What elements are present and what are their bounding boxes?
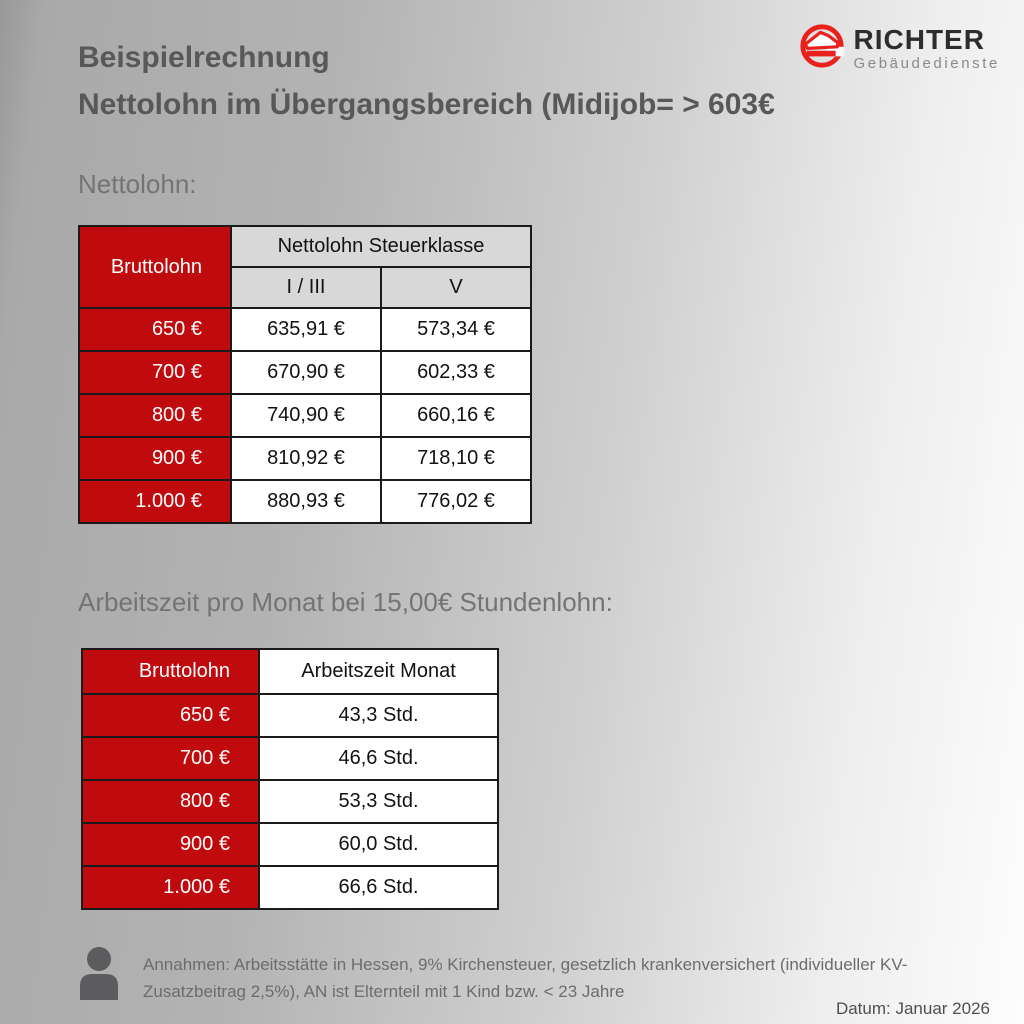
section-label-arbeitszeit: Arbeitszeit pro Monat bei 15,00€ Stunden… xyxy=(78,587,613,617)
assumptions-note: Annahmen: Arbeitsstätte in Hessen, 9% Ki… xyxy=(143,955,908,1001)
table-cell: 800 € xyxy=(81,779,260,824)
table-row: 1.000 €880,93 €776,02 € xyxy=(78,479,532,524)
person-icon xyxy=(78,946,120,1005)
section-label-nettolohn: Nettolohn: xyxy=(78,169,197,199)
table-cell: 1.000 € xyxy=(78,479,232,524)
column-header-steuerklasse-5: V xyxy=(380,266,532,309)
title-line-2: Nettolohn im Übergangsbereich (Midijob= … xyxy=(78,88,775,121)
table-cell: 573,34 € xyxy=(380,307,532,352)
table-row: 650 €635,91 €573,34 € xyxy=(78,307,532,352)
table-cell: 718,10 € xyxy=(380,436,532,481)
table-cell: 810,92 € xyxy=(230,436,382,481)
table-row: 800 €740,90 €660,16 € xyxy=(78,393,532,438)
column-header-bruttolohn: Bruttolohn xyxy=(78,225,232,309)
column-group-header-steuerklasse: Nettolohn Steuerklasse xyxy=(230,225,532,268)
table-cell: 700 € xyxy=(81,736,260,781)
table-subheader-row: I / III V xyxy=(79,266,532,309)
richter-house-logo-icon xyxy=(798,22,846,75)
company-logo: RICHTER Gebäudedienste xyxy=(798,22,1001,75)
logo-subtitle: Gebäudedienste xyxy=(853,54,1000,72)
table-row: 650 €43,3 Std. xyxy=(81,693,499,738)
logo-text: RICHTER Gebäudedienste xyxy=(853,23,1001,72)
table-row: 700 €46,6 Std. xyxy=(81,736,499,781)
table-row: 700 €670,90 €602,33 € xyxy=(78,350,532,395)
table-cell: 602,33 € xyxy=(380,350,532,395)
logo-name: RICHTER xyxy=(853,23,985,55)
date-label: Datum: Januar 2026 xyxy=(835,999,990,1018)
table-cell: 700 € xyxy=(78,350,232,395)
table-cell: 670,90 € xyxy=(230,350,382,395)
page-title: Beispielrechnung Nettolohn im Übergangsb… xyxy=(78,34,775,128)
table-cell: 740,90 € xyxy=(230,393,382,438)
table-cell: 53,3 Std. xyxy=(258,779,499,824)
table-cell: 660,16 € xyxy=(380,393,532,438)
table-cell: 650 € xyxy=(78,307,232,352)
table-row: 800 €53,3 Std. xyxy=(81,779,499,824)
arbeitszeit-table: Bruttolohn Arbeitszeit Monat 650 €43,3 S… xyxy=(81,648,499,910)
table-cell: 66,6 Std. xyxy=(258,865,499,910)
table-cell: 900 € xyxy=(78,436,232,481)
table-header-row: Bruttolohn Arbeitszeit Monat xyxy=(81,648,499,695)
table-cell: 43,3 Std. xyxy=(258,693,499,738)
column-header-steuerklasse-1-3: I / III xyxy=(230,266,382,309)
title-line-1: Beispielrechnung xyxy=(78,41,330,74)
table-cell: 776,02 € xyxy=(380,479,532,524)
column-header-arbeitszeit: Arbeitszeit Monat xyxy=(258,648,499,695)
table-cell: 60,0 Std. xyxy=(258,822,499,867)
table-cell: 635,91 € xyxy=(230,307,382,352)
nettolohn-table: Bruttolohn Nettolohn Steuerklasse I / II… xyxy=(78,225,532,524)
column-header-bruttolohn: Bruttolohn xyxy=(81,648,260,695)
table-cell: 800 € xyxy=(78,393,232,438)
table-cell: 46,6 Std. xyxy=(258,736,499,781)
table-cell: 880,93 € xyxy=(230,479,382,524)
table-cell: 650 € xyxy=(81,693,260,738)
table-cell: 900 € xyxy=(81,822,260,867)
table-row: 900 €60,0 Std. xyxy=(81,822,499,867)
table-header-row: Bruttolohn Nettolohn Steuerklasse xyxy=(78,225,532,309)
table-row: 1.000 €66,6 Std. xyxy=(81,865,499,910)
table-row: 900 €810,92 €718,10 € xyxy=(78,436,532,481)
table-cell: 1.000 € xyxy=(81,865,260,910)
